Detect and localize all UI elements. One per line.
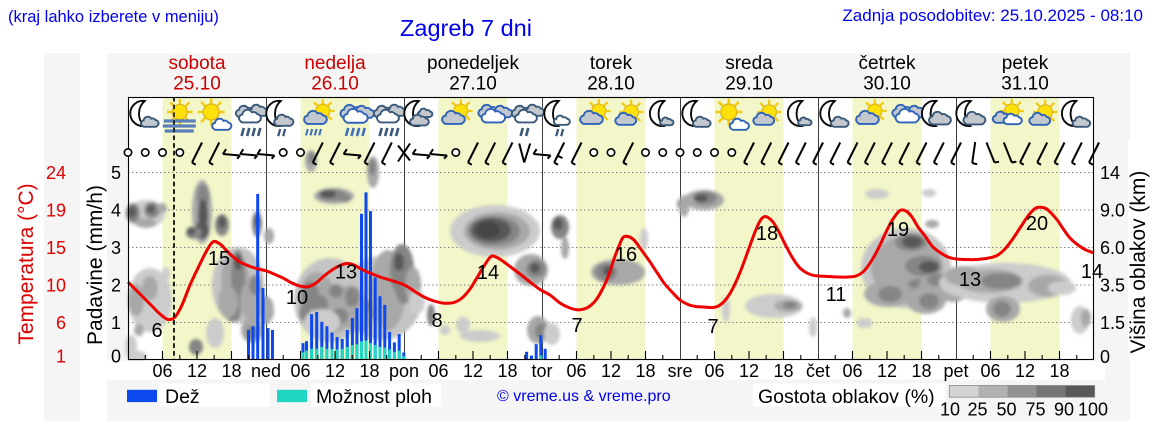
- svg-text:(kraj lahko izberete v meniju): (kraj lahko izberete v meniju): [8, 8, 219, 26]
- svg-text:sre: sre: [667, 361, 692, 381]
- svg-text:15: 15: [46, 238, 66, 258]
- svg-text:1: 1: [56, 347, 66, 367]
- svg-text:12: 12: [325, 361, 345, 381]
- svg-text:06: 06: [428, 361, 448, 381]
- svg-text:11: 11: [826, 284, 847, 306]
- svg-text:Možnost ploh: Možnost ploh: [316, 386, 432, 408]
- svg-text:7: 7: [707, 316, 718, 338]
- svg-text:75: 75: [1025, 400, 1045, 420]
- svg-text:12: 12: [739, 361, 759, 381]
- svg-text:14: 14: [1100, 163, 1120, 183]
- svg-text:sreda: sreda: [725, 53, 773, 74]
- svg-text:1: 1: [111, 313, 121, 333]
- svg-text:18: 18: [635, 361, 655, 381]
- svg-text:10: 10: [286, 287, 308, 309]
- svg-text:0: 0: [1100, 347, 1110, 367]
- svg-text:7: 7: [571, 315, 582, 337]
- svg-text:18: 18: [911, 361, 931, 381]
- svg-text:10: 10: [940, 400, 960, 420]
- svg-text:18: 18: [359, 361, 379, 381]
- svg-text:tor: tor: [531, 361, 552, 381]
- svg-text:0: 0: [111, 347, 121, 367]
- svg-text:25: 25: [967, 400, 987, 420]
- svg-text:8: 8: [431, 310, 442, 332]
- svg-text:6.0: 6.0: [1100, 238, 1125, 258]
- svg-text:06: 06: [842, 361, 862, 381]
- svg-text:28.10: 28.10: [587, 74, 635, 95]
- svg-text:pon: pon: [389, 361, 419, 381]
- svg-text:06: 06: [566, 361, 586, 381]
- svg-text:Temperatura (°C): Temperatura (°C): [15, 183, 38, 344]
- svg-text:90: 90: [1054, 400, 1074, 420]
- svg-text:30.10: 30.10: [863, 74, 911, 95]
- svg-text:20: 20: [1026, 213, 1048, 235]
- svg-text:Zagreb 7 dni: Zagreb 7 dni: [400, 15, 532, 41]
- svg-text:100: 100: [1078, 400, 1108, 420]
- svg-text:2: 2: [111, 276, 121, 296]
- svg-text:31.10: 31.10: [1001, 74, 1049, 95]
- svg-text:3: 3: [111, 238, 121, 258]
- svg-text:6: 6: [151, 320, 162, 342]
- svg-text:10: 10: [46, 276, 66, 296]
- svg-text:06: 06: [980, 361, 1000, 381]
- svg-text:19: 19: [887, 219, 909, 241]
- svg-text:18: 18: [773, 361, 793, 381]
- svg-text:18: 18: [756, 223, 778, 245]
- svg-text:06: 06: [704, 361, 724, 381]
- svg-text:ponedeljek: ponedeljek: [427, 53, 519, 74]
- svg-text:12: 12: [877, 361, 897, 381]
- svg-text:18: 18: [1049, 361, 1069, 381]
- svg-text:Padavine (mm/h): Padavine (mm/h): [84, 185, 107, 345]
- svg-text:25.10: 25.10: [173, 74, 221, 95]
- svg-text:14: 14: [477, 262, 499, 284]
- svg-text:© vreme.us & vreme.pro: © vreme.us & vreme.pro: [497, 388, 671, 405]
- svg-text:16: 16: [615, 244, 637, 266]
- svg-text:14: 14: [1081, 261, 1103, 283]
- svg-text:1.5: 1.5: [1100, 313, 1125, 333]
- svg-text:Zadnja posodobitev: 25.10.2025: Zadnja posodobitev: 25.10.2025 - 08:10: [842, 6, 1143, 25]
- svg-text:sobota: sobota: [168, 53, 225, 74]
- svg-text:Dež: Dež: [165, 386, 200, 408]
- svg-text:petek: petek: [1002, 53, 1049, 74]
- svg-text:12: 12: [1015, 361, 1035, 381]
- svg-text:50: 50: [996, 400, 1016, 420]
- svg-text:nedelja: nedelja: [304, 53, 366, 74]
- svg-text:18: 18: [221, 361, 241, 381]
- svg-text:26.10: 26.10: [311, 74, 359, 95]
- svg-text:18: 18: [497, 361, 517, 381]
- svg-text:27.10: 27.10: [449, 74, 497, 95]
- svg-text:15: 15: [208, 248, 230, 270]
- svg-text:12: 12: [601, 361, 621, 381]
- svg-text:29.10: 29.10: [725, 74, 773, 95]
- svg-text:četrtek: četrtek: [858, 53, 916, 74]
- svg-text:06: 06: [290, 361, 310, 381]
- svg-text:torek: torek: [590, 53, 633, 74]
- svg-text:06: 06: [152, 361, 172, 381]
- svg-text:ned: ned: [251, 361, 281, 381]
- svg-text:13: 13: [335, 262, 357, 284]
- svg-text:3.5: 3.5: [1100, 276, 1125, 296]
- svg-text:19: 19: [46, 201, 66, 221]
- svg-text:9.0: 9.0: [1100, 201, 1125, 221]
- svg-text:12: 12: [463, 361, 483, 381]
- svg-text:6: 6: [56, 313, 66, 333]
- svg-text:Višina oblakov (km): Višina oblakov (km): [1127, 171, 1150, 354]
- svg-text:Gostota oblakov (%): Gostota oblakov (%): [758, 386, 935, 408]
- svg-text:24: 24: [46, 163, 66, 183]
- svg-text:4: 4: [111, 201, 121, 221]
- svg-text:5: 5: [111, 163, 121, 183]
- svg-text:pet: pet: [943, 361, 968, 381]
- svg-text:12: 12: [187, 361, 207, 381]
- svg-text:13: 13: [959, 269, 981, 291]
- svg-text:čet: čet: [806, 361, 830, 381]
